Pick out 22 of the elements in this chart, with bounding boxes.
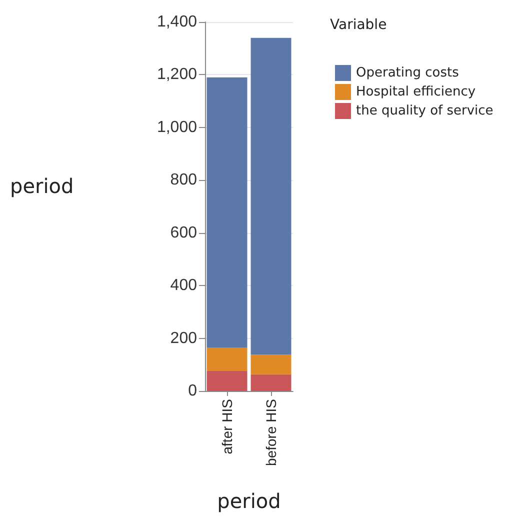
- bar: [250, 354, 292, 374]
- bar: [206, 348, 248, 371]
- y-axis-title: period: [10, 174, 74, 198]
- y-tick-label: 200: [170, 330, 198, 347]
- x-tick-label: after HIS: [219, 399, 235, 454]
- y-tick-label: 0: [188, 382, 198, 400]
- legend-label: the quality of service: [356, 104, 494, 118]
- bar: [250, 38, 292, 355]
- y-tick-label: 1,400: [156, 14, 198, 30]
- legend-label: Hospital efficiency: [356, 84, 476, 100]
- bar: [206, 370, 248, 391]
- y-tick-label: 1,000: [156, 118, 198, 136]
- bar: [250, 374, 292, 391]
- x-tick-label: before HIS: [263, 399, 279, 466]
- legend-label: Operating costs: [356, 66, 460, 80]
- y-tick-label: 400: [170, 277, 198, 294]
- y-tick-label: 800: [170, 172, 198, 189]
- x-axis-title: period: [217, 489, 281, 513]
- y-tick-label: 600: [170, 224, 198, 242]
- y-tick-label: 1,200: [156, 66, 198, 84]
- legend-title: Variable: [330, 17, 387, 33]
- bar: [206, 77, 248, 348]
